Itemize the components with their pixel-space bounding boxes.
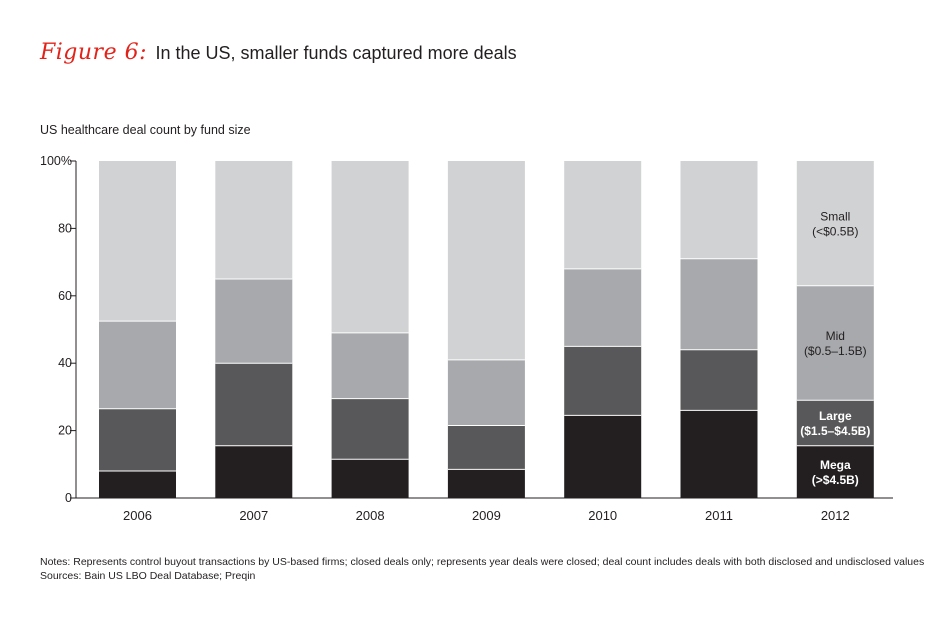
bar-segment [680,410,758,498]
series-label: Mid ($0.5–1.5B) [804,329,867,358]
x-tick-label: 2011 [705,508,733,523]
bar-segment [447,359,525,426]
bar-segment [447,469,525,498]
bar-segment [215,445,293,498]
chart-title: US healthcare deal count by fund size [40,123,251,137]
figure-label: Figure 6: [40,40,147,65]
series-label-line: (<$0.5B) [812,224,858,238]
figure-headline: In the US, smaller funds captured more d… [155,43,517,63]
notes-line: Notes: Represents control buyout transac… [40,556,925,568]
bar-segment [331,398,409,460]
figure-title: Figure 6: In the US, smaller funds captu… [40,40,517,65]
bar-segment [215,363,293,446]
bar-segment [796,161,874,286]
series-label-line: Mega [820,458,851,472]
series-label-line: ($1.5–$4.5B) [800,424,870,438]
bar-segment [680,161,758,259]
series-label: Large ($1.5–$4.5B) [800,409,870,438]
series-label-line: Small [820,209,850,223]
series-label-line: (>$4.5B) [812,473,859,487]
y-tick-label: 20 [58,424,72,438]
sources-line: Sources: Bain US LBO Deal Database; Preq… [40,570,256,582]
series-label: Small (<$0.5B) [812,209,858,238]
y-tick-label: 40 [58,356,72,370]
bar-segment [215,278,293,364]
bar-segment [99,321,176,409]
bar-segment [331,332,409,399]
y-tick-label: 60 [58,289,72,303]
x-tick-label: 2007 [239,508,268,523]
x-tick-label: 2009 [472,508,501,523]
series-label-line: Mid [826,329,845,343]
series-label: Mega (>$4.5B) [812,458,859,487]
bar-segment [99,471,176,498]
x-tick-label: 2008 [356,508,385,523]
series-label-line: ($0.5–1.5B) [804,344,867,358]
x-tick-label: 2012 [821,508,850,523]
bar-segment [564,268,642,347]
y-tick-label: 0 [65,491,72,505]
bar-segment [331,161,409,333]
bar-segment [680,349,758,411]
x-tick-label: 2006 [123,508,152,523]
bar-segment [564,161,642,269]
bar-segment [99,161,176,322]
y-tick-label: 100% [40,154,72,168]
series-label-line: Large [819,409,852,423]
bar-segment [99,408,176,472]
bar-segment [564,415,642,498]
bar-segment [796,445,874,498]
bar-segment [796,285,874,401]
chart-notes: Notes: Represents control buyout transac… [40,555,924,583]
y-tick-label: 80 [58,221,72,235]
bar-segment [331,459,409,498]
bar-segment [564,346,642,416]
bar-segment [447,161,525,360]
bar-segment [215,161,293,279]
bar-segment [447,425,525,470]
x-tick-label: 2010 [588,508,617,523]
bar-segment [680,258,758,350]
bar-segment [796,400,874,446]
